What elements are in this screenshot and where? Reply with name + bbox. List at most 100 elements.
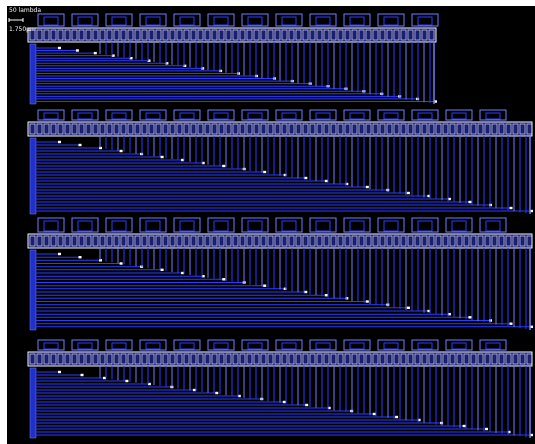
standard-cell bbox=[428, 123, 435, 135]
top-route-arc bbox=[309, 339, 337, 351]
standard-cell bbox=[484, 353, 491, 365]
standard-cell bbox=[274, 29, 281, 41]
standard-cell bbox=[134, 29, 141, 41]
standard-cell bbox=[141, 123, 148, 135]
top-route-arc-inner bbox=[43, 112, 59, 120]
via-marker bbox=[181, 158, 185, 162]
standard-cell bbox=[519, 235, 526, 247]
standard-cell bbox=[400, 29, 407, 41]
standard-cell bbox=[344, 29, 351, 41]
top-route-arc bbox=[71, 217, 99, 233]
standard-cell bbox=[484, 235, 491, 247]
standard-cell bbox=[148, 235, 155, 247]
standard-cell bbox=[197, 29, 204, 41]
top-route-arc-inner bbox=[77, 112, 93, 120]
top-route-arc-inner bbox=[179, 220, 195, 232]
standard-cell bbox=[148, 123, 155, 135]
standard-cell bbox=[36, 123, 43, 135]
top-route-arc bbox=[173, 13, 201, 27]
standard-cell bbox=[414, 123, 421, 135]
top-route-arc-inner bbox=[213, 220, 229, 232]
standard-cell bbox=[288, 353, 295, 365]
standard-cell bbox=[232, 123, 239, 135]
standard-cell bbox=[379, 123, 386, 135]
standard-cell bbox=[505, 353, 512, 365]
standard-cell bbox=[64, 353, 71, 365]
standard-cell bbox=[295, 353, 302, 365]
top-route-arc bbox=[105, 13, 133, 27]
via-marker bbox=[345, 297, 349, 300]
top-route-arc-inner bbox=[145, 220, 161, 232]
standard-cell bbox=[505, 123, 512, 135]
scale-primary-label: 50 lambda bbox=[9, 7, 41, 14]
standard-cell bbox=[491, 353, 498, 365]
top-route-arc bbox=[411, 109, 439, 121]
top-route-arc-inner bbox=[315, 16, 331, 26]
top-route-arc-inner bbox=[349, 342, 365, 350]
standard-cell bbox=[253, 29, 260, 41]
standard-cell bbox=[155, 123, 162, 135]
standard-cell bbox=[232, 29, 239, 41]
standard-cell bbox=[120, 235, 127, 247]
via-marker bbox=[75, 49, 79, 52]
standard-cell bbox=[99, 123, 106, 135]
standard-cell bbox=[393, 29, 400, 41]
standard-cell bbox=[85, 235, 92, 247]
top-route-arc bbox=[377, 109, 405, 121]
standard-cell bbox=[274, 353, 281, 365]
top-route-arc-inner bbox=[247, 112, 263, 120]
via-marker bbox=[447, 197, 451, 201]
top-route-arc bbox=[343, 339, 371, 351]
standard-cell bbox=[50, 235, 57, 247]
standard-cell bbox=[400, 235, 407, 247]
standard-cell bbox=[169, 123, 176, 135]
top-route-arc bbox=[445, 109, 473, 121]
via-marker bbox=[192, 388, 196, 392]
standard-cell bbox=[358, 353, 365, 365]
top-route-arc-inner bbox=[247, 16, 263, 26]
top-route-arc-inner bbox=[485, 112, 501, 120]
via-marker bbox=[93, 51, 97, 55]
standard-cell bbox=[456, 353, 463, 365]
top-route-arc bbox=[173, 109, 201, 121]
top-route-arc bbox=[105, 339, 133, 351]
standard-cell bbox=[351, 235, 358, 247]
standard-cell bbox=[519, 123, 526, 135]
top-route-arc bbox=[105, 217, 133, 233]
standard-cell bbox=[127, 123, 134, 135]
standard-cell bbox=[421, 235, 428, 247]
top-route-arc bbox=[139, 13, 167, 27]
layout-block-4 bbox=[27, 339, 533, 439]
standard-cell bbox=[358, 123, 365, 135]
top-route-arc bbox=[37, 13, 65, 27]
standard-cell bbox=[85, 29, 92, 41]
left-bus bbox=[29, 137, 37, 215]
standard-cell bbox=[239, 123, 246, 135]
via-marker bbox=[530, 433, 533, 437]
standard-cell bbox=[386, 235, 393, 247]
top-route-arc-inner bbox=[179, 16, 195, 26]
standard-cell bbox=[442, 235, 449, 247]
standard-cell bbox=[309, 235, 316, 247]
top-route-arc bbox=[207, 339, 235, 351]
standard-cell bbox=[57, 29, 64, 41]
standard-cell bbox=[50, 123, 57, 135]
standard-cell bbox=[155, 353, 162, 365]
top-route-arc bbox=[207, 109, 235, 121]
via-marker bbox=[263, 284, 267, 287]
scale-bar: 50 lambda 1.750µm bbox=[8, 7, 41, 33]
standard-cell bbox=[183, 235, 190, 247]
standard-cell bbox=[365, 29, 372, 41]
standard-cell bbox=[435, 235, 442, 247]
via-marker bbox=[485, 427, 488, 431]
via-marker bbox=[530, 325, 533, 328]
standard-cell bbox=[330, 235, 337, 247]
via-marker bbox=[147, 382, 151, 386]
left-bus bbox=[29, 43, 37, 105]
via-marker bbox=[165, 62, 169, 65]
top-route-arc-inner bbox=[485, 342, 501, 350]
standard-cell bbox=[428, 29, 435, 41]
standard-cell bbox=[260, 123, 267, 135]
standard-cell bbox=[421, 353, 428, 365]
standard-cell bbox=[344, 123, 351, 135]
